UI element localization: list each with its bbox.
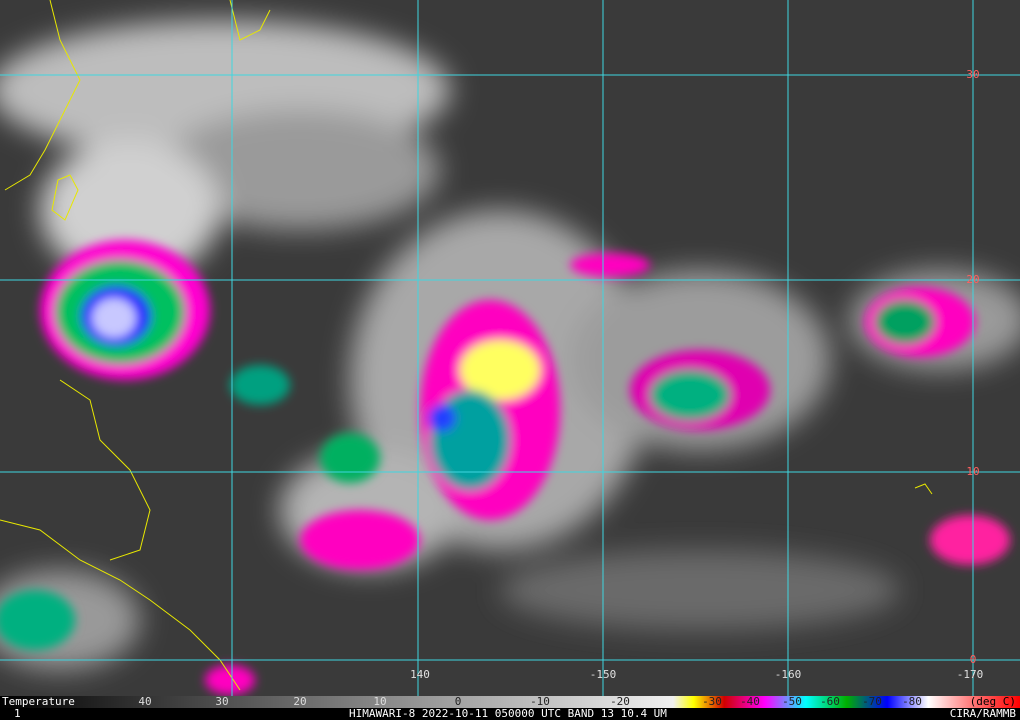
latitude-label: 0 — [970, 653, 977, 666]
storm-systems — [0, 240, 1010, 695]
colorbar-title: Temperature — [2, 695, 75, 708]
latitude-label: 30 — [966, 68, 979, 81]
coastline — [51, 174, 79, 221]
colorbar-label: -20 — [610, 695, 630, 708]
colorbar-label: 40 — [138, 695, 151, 708]
longitude-label: 140 — [410, 668, 430, 681]
colorbar-label: 30 — [215, 695, 228, 708]
colorbar-label: 0 — [455, 695, 462, 708]
colorbar-label: -30 — [702, 695, 722, 708]
coastline — [229, 0, 271, 41]
coastlines — [0, 0, 933, 691]
latitude-label: 20 — [966, 273, 979, 286]
latitude-label: 10 — [966, 465, 979, 478]
colorbar-label: -70 — [862, 695, 882, 708]
colorbar — [0, 696, 1020, 708]
longitude-label: -150 — [590, 668, 617, 681]
coastline — [59, 379, 151, 561]
colorbar-label: -40 — [740, 695, 760, 708]
footer-bar — [0, 708, 1020, 720]
colorbar-label: -60 — [820, 695, 840, 708]
colorbar-label: -10 — [530, 695, 550, 708]
graticule — [0, 0, 1020, 696]
credit: CIRA/RAMMB — [950, 707, 1017, 720]
colorbar-labels: 40 30 20 10 0 -10 -20 -30 -40 -50 -60 -70 -80 — [138, 695, 922, 708]
longitude-label: -160 — [775, 668, 802, 681]
coastline — [914, 483, 933, 495]
caption: HIMAWARI-8 2022-10-11 050000 UTC BAND 13… — [349, 707, 667, 720]
grid-labels: 30 20 10 0 140 -150 -160 -170 — [410, 68, 983, 681]
colorbar-label: 20 — [293, 695, 306, 708]
coastline — [4, 0, 81, 191]
colorbar-label: 10 — [373, 695, 386, 708]
colorbar-label: -80 — [902, 695, 922, 708]
colorbar-label: -50 — [782, 695, 802, 708]
longitude-label: -170 — [957, 668, 984, 681]
colorbar-unit: (deg C) — [970, 695, 1016, 708]
frame-number: 1 — [14, 707, 21, 720]
coastline — [0, 519, 241, 691]
